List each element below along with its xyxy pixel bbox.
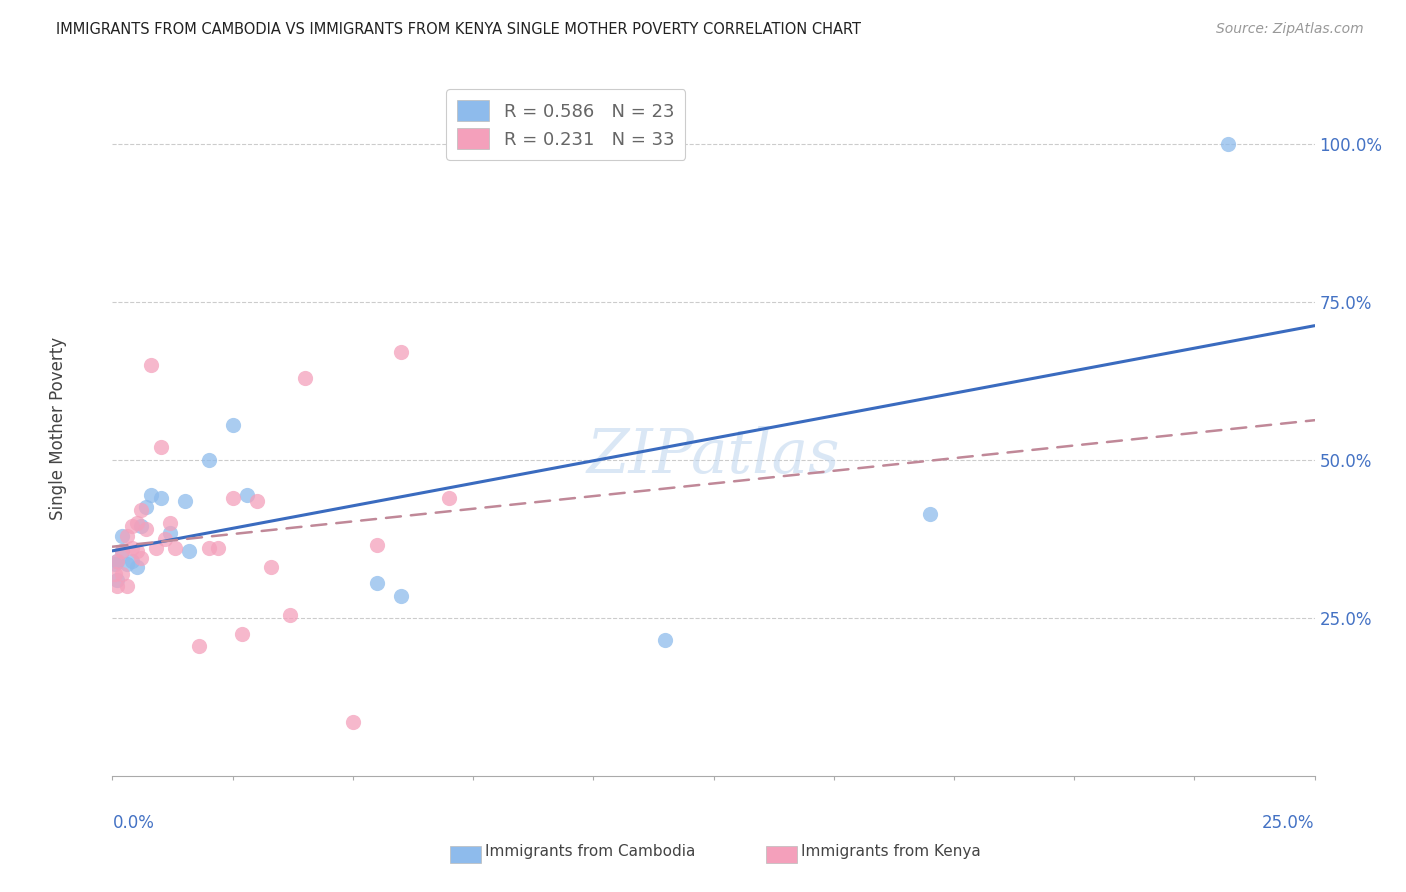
Point bbox=[197, 452, 219, 467]
Point bbox=[260, 560, 283, 574]
Text: ZIPatlas: ZIPatlas bbox=[586, 426, 841, 486]
Point bbox=[115, 579, 138, 593]
Point bbox=[131, 550, 153, 565]
Point bbox=[366, 576, 388, 591]
Text: 25.0%: 25.0% bbox=[1263, 814, 1315, 832]
Point bbox=[149, 440, 172, 454]
Point bbox=[135, 500, 157, 515]
Point bbox=[437, 491, 460, 505]
Point bbox=[121, 554, 143, 568]
Point bbox=[173, 494, 195, 508]
Point bbox=[294, 370, 316, 384]
Point bbox=[111, 529, 134, 543]
Point bbox=[145, 541, 167, 556]
Point bbox=[246, 494, 269, 508]
Point bbox=[121, 541, 143, 556]
Legend: R = 0.586   N = 23, R = 0.231   N = 33: R = 0.586 N = 23, R = 0.231 N = 33 bbox=[446, 89, 685, 160]
Point bbox=[125, 544, 148, 558]
Text: Single Mother Poverty: Single Mother Poverty bbox=[49, 336, 67, 520]
Point bbox=[231, 626, 253, 640]
Point bbox=[654, 633, 676, 648]
Point bbox=[342, 715, 364, 730]
Point bbox=[1216, 136, 1239, 151]
Point bbox=[159, 525, 181, 540]
Point bbox=[163, 541, 186, 556]
Point bbox=[105, 554, 128, 568]
Point bbox=[236, 487, 259, 501]
Point bbox=[155, 532, 177, 546]
Point bbox=[389, 589, 412, 603]
Point bbox=[125, 560, 148, 574]
Point bbox=[159, 516, 181, 530]
Text: Source: ZipAtlas.com: Source: ZipAtlas.com bbox=[1216, 22, 1364, 37]
Point bbox=[105, 579, 128, 593]
Point bbox=[149, 491, 172, 505]
Point bbox=[179, 544, 201, 558]
Point bbox=[131, 519, 153, 533]
Point bbox=[111, 566, 134, 581]
Point bbox=[115, 529, 138, 543]
Point bbox=[222, 417, 245, 432]
Point bbox=[135, 522, 157, 536]
Point bbox=[104, 557, 127, 571]
Point bbox=[121, 519, 143, 533]
Point bbox=[111, 544, 134, 558]
Point bbox=[188, 640, 211, 654]
Point bbox=[115, 557, 138, 571]
Point bbox=[918, 507, 941, 521]
Point bbox=[280, 607, 302, 622]
Point bbox=[197, 541, 219, 556]
Point bbox=[104, 566, 127, 581]
Point bbox=[125, 516, 148, 530]
Text: Immigrants from Cambodia: Immigrants from Cambodia bbox=[485, 845, 696, 859]
Point bbox=[111, 544, 134, 558]
Point bbox=[207, 541, 229, 556]
Text: Immigrants from Kenya: Immigrants from Kenya bbox=[801, 845, 981, 859]
Point bbox=[139, 487, 162, 501]
Point bbox=[389, 345, 412, 359]
Point bbox=[105, 573, 128, 587]
Text: 0.0%: 0.0% bbox=[112, 814, 155, 832]
Point bbox=[105, 554, 128, 568]
Text: IMMIGRANTS FROM CAMBODIA VS IMMIGRANTS FROM KENYA SINGLE MOTHER POVERTY CORRELAT: IMMIGRANTS FROM CAMBODIA VS IMMIGRANTS F… bbox=[56, 22, 862, 37]
Point bbox=[366, 538, 388, 552]
Point bbox=[131, 503, 153, 517]
Point bbox=[139, 358, 162, 372]
Point bbox=[222, 491, 245, 505]
